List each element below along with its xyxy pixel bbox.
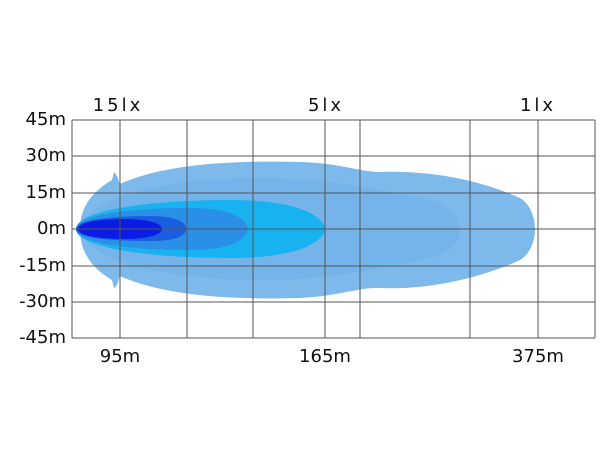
y-labels: 45m 30m 15m 0m -15m -30m -45m — [19, 109, 66, 348]
distance-label: 375m — [512, 346, 564, 367]
distance-label: 165m — [299, 346, 351, 367]
lux-label: 5lx — [308, 95, 344, 116]
beam-pattern — [76, 161, 535, 299]
lux-labels: 15lx 5lx 1lx — [93, 95, 556, 116]
y-label: -30m — [19, 291, 66, 312]
grid — [71, 119, 596, 339]
lux-label: 1lx — [520, 95, 556, 116]
y-label: -45m — [19, 327, 66, 348]
y-label: 45m — [26, 109, 66, 130]
y-label: 15m — [26, 182, 66, 203]
y-label: 30m — [26, 145, 66, 166]
distance-labels: 95m 165m 375m — [100, 346, 564, 367]
distance-label: 95m — [100, 346, 140, 367]
lux-label: 15lx — [93, 95, 144, 116]
y-label: -15m — [19, 255, 66, 276]
y-label: 0m — [37, 218, 66, 239]
